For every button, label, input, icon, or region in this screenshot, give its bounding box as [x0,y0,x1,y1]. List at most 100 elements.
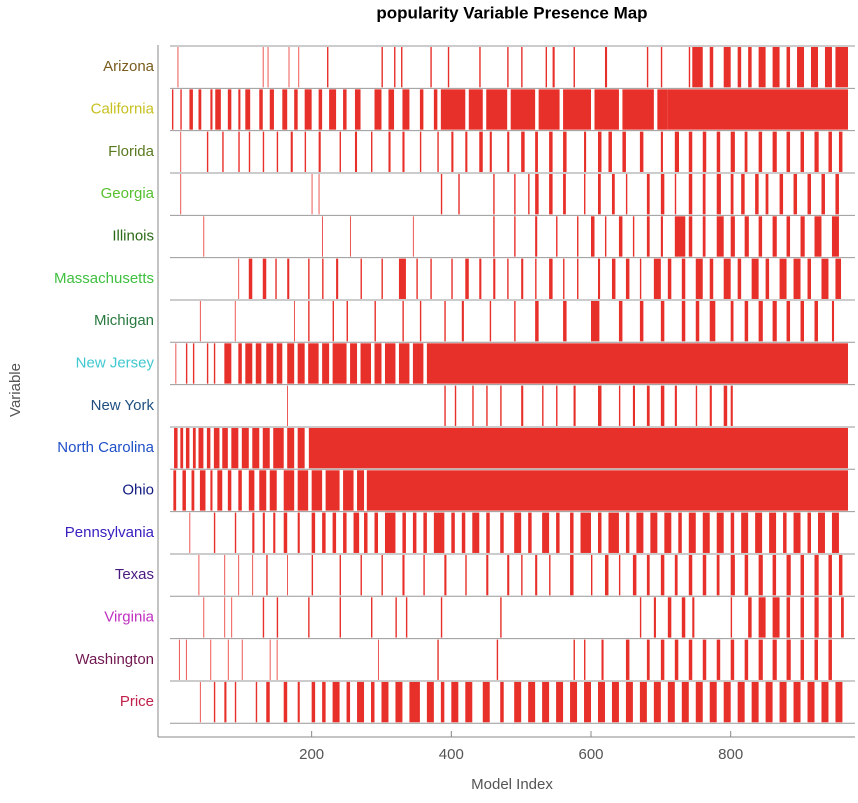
presence-bar [231,597,233,638]
presence-bar [402,89,410,130]
presence-bar [185,343,188,384]
presence-bar [597,258,601,299]
presence-bar [440,173,443,215]
presence-bar [332,343,347,384]
presence-bar [454,385,457,426]
presence-bar [189,89,193,130]
presence-bar [173,470,177,511]
presence-bar [206,131,209,172]
presence-bar [198,89,202,130]
presence-bar [402,554,405,596]
presence-bar [639,258,642,299]
presence-bar [521,385,524,426]
presence-bar [618,216,623,257]
presence-bar [573,47,575,88]
presence-bar [224,681,227,723]
presence-bar [573,385,576,426]
presence-bar [339,131,341,172]
presence-bar [632,385,636,426]
presence-bar [664,512,672,553]
presence-bar [357,681,365,723]
presence-bar [748,597,752,638]
presence-bar [514,681,522,723]
presence-bar [608,512,619,553]
presence-bar [180,131,182,172]
presence-bar [800,597,805,638]
presence-bar [433,89,438,130]
presence-bar [821,173,825,215]
presence-bar [632,216,635,257]
presence-bar [500,597,502,638]
presence-bar [297,343,305,384]
presence-bar [493,216,495,257]
presence-bar [646,554,650,596]
presence-bar [311,470,323,511]
presence-bar [660,385,665,426]
presence-bar [322,343,330,384]
presence-bar [384,343,396,384]
presence-bar [332,512,337,553]
presence-bar [252,554,254,596]
presence-bar [570,554,574,596]
presence-bar [311,512,316,553]
presence-bar [681,681,689,723]
presence-bar [500,385,502,426]
presence-bar [322,681,326,723]
presence-bar [597,681,605,723]
presence-bar [419,300,422,342]
presence-bar [401,47,403,88]
x-axis-label: Model Index [471,776,553,793]
presence-bar [213,681,216,723]
presence-bar [772,47,780,88]
presence-bar [287,258,290,299]
presence-bar [374,343,382,384]
presence-bar [275,258,277,299]
presence-bar [793,258,801,299]
presence-bar [688,554,693,596]
presence-bar [437,639,439,680]
presence-bar [800,216,805,257]
presence-bar [556,385,558,426]
presence-bar [255,681,258,723]
presence-bar [625,512,630,553]
presence-bar [737,258,742,299]
presence-bar [329,89,337,130]
presence-bar [189,512,191,553]
presence-bar [224,343,232,384]
presence-bar [744,639,749,680]
presence-bar [755,173,759,215]
presence-bar [793,681,801,723]
presence-bar [354,89,361,130]
presence-bar [650,512,658,553]
presence-bar [841,597,844,638]
presence-bar [255,343,262,384]
presence-bar [318,173,320,215]
presence-bar [660,554,665,596]
presence-bar [535,131,538,172]
presence-bar [758,300,763,342]
presence-bar [758,554,763,596]
presence-bar [688,173,693,215]
presence-bar [412,216,414,257]
presence-bar [374,512,378,553]
presence-bar [660,47,663,88]
presence-bar [199,681,201,723]
presence-bar [304,131,307,172]
presence-bar [287,385,289,426]
presence-bar [266,554,268,596]
presence-bar [584,173,586,215]
presence-bar [381,681,389,723]
presence-bar [297,681,300,723]
presence-bar [709,258,714,299]
presence-bar [838,131,843,172]
presence-bar [182,470,186,511]
presence-bar [479,47,481,88]
presence-bar [238,343,242,384]
presence-bar [748,47,752,88]
presence-bar [294,300,295,342]
presence-bar [283,512,288,553]
presence-bar [549,173,553,215]
presence-bar [528,512,532,553]
presence-bar [259,470,267,511]
presence-bar [744,300,749,342]
